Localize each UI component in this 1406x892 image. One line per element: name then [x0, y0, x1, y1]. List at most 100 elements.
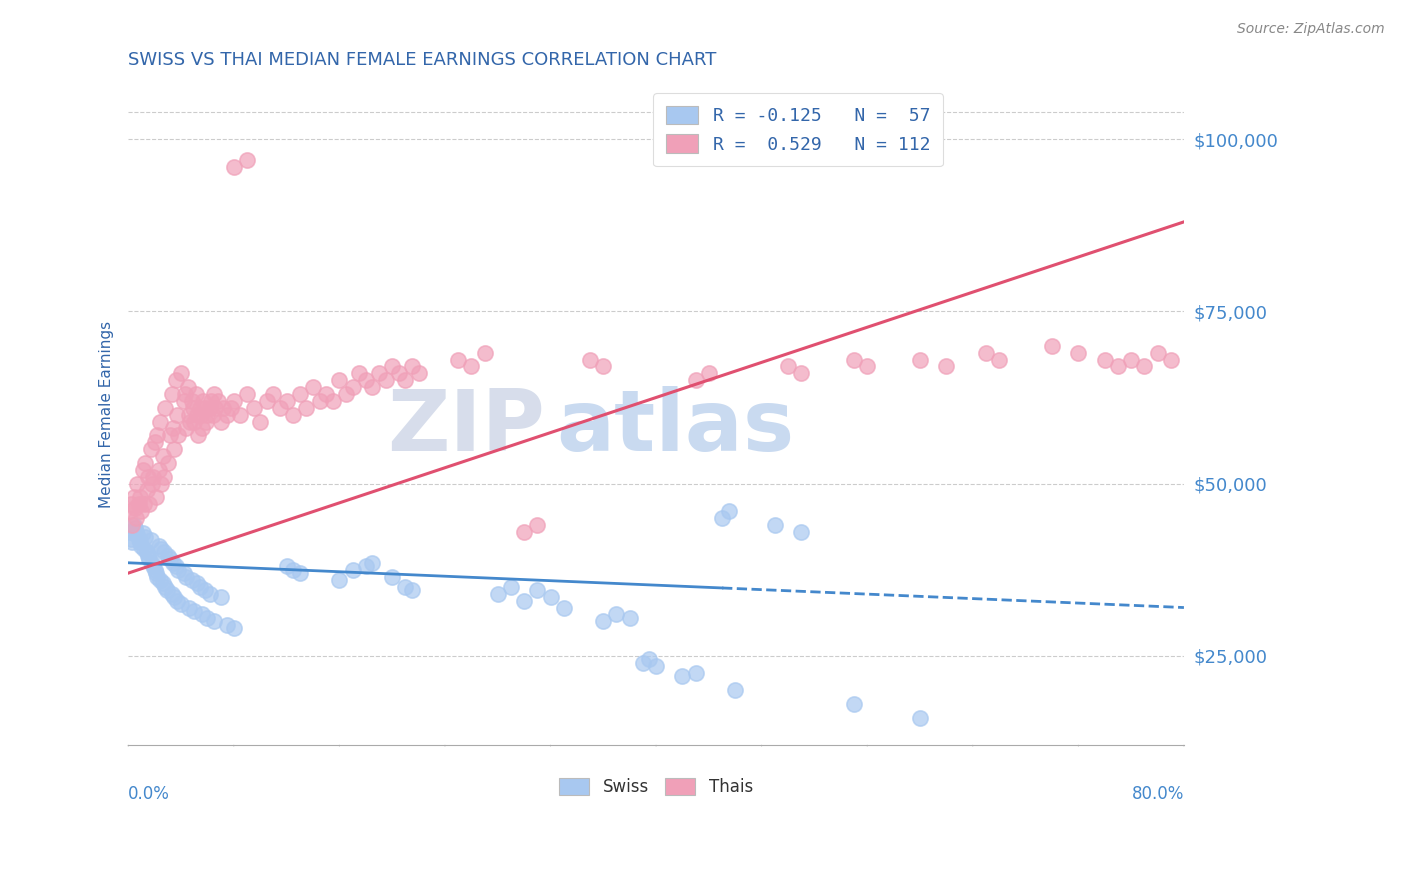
- Point: [186, 408, 208, 422]
- Point: [1040, 339, 1063, 353]
- Point: [209, 591, 232, 605]
- Point: [131, 504, 153, 518]
- Point: [163, 442, 186, 457]
- Point: [685, 373, 707, 387]
- Point: [217, 408, 239, 422]
- Point: [354, 373, 377, 387]
- Point: [1146, 345, 1168, 359]
- Point: [249, 415, 271, 429]
- Point: [152, 576, 174, 591]
- Point: [141, 476, 163, 491]
- Point: [401, 583, 423, 598]
- Point: [262, 387, 284, 401]
- Point: [129, 535, 152, 549]
- Point: [1067, 345, 1090, 359]
- Point: [219, 401, 242, 415]
- Point: [288, 566, 311, 581]
- Point: [153, 469, 176, 483]
- Point: [165, 373, 187, 387]
- Point: [283, 408, 305, 422]
- Point: [288, 387, 311, 401]
- Point: [202, 387, 225, 401]
- Point: [193, 393, 215, 408]
- Point: [579, 352, 602, 367]
- Point: [153, 580, 176, 594]
- Point: [308, 393, 330, 408]
- Point: [122, 491, 145, 505]
- Point: [143, 563, 166, 577]
- Point: [124, 500, 146, 515]
- Point: [198, 401, 221, 415]
- Point: [188, 401, 211, 415]
- Point: [842, 697, 865, 711]
- Point: [132, 463, 155, 477]
- Point: [132, 497, 155, 511]
- Point: [217, 617, 239, 632]
- Point: [188, 580, 211, 594]
- Point: [256, 393, 278, 408]
- Text: atlas: atlas: [555, 386, 794, 469]
- Point: [361, 556, 384, 570]
- Point: [153, 545, 176, 559]
- Point: [129, 491, 152, 505]
- Point: [201, 408, 224, 422]
- Point: [156, 456, 179, 470]
- Point: [174, 387, 197, 401]
- Point: [697, 367, 720, 381]
- Point: [645, 659, 668, 673]
- Point: [790, 524, 813, 539]
- Point: [1121, 352, 1143, 367]
- Point: [1133, 359, 1156, 374]
- Point: [118, 524, 141, 539]
- Point: [209, 415, 232, 429]
- Point: [197, 408, 219, 422]
- Point: [142, 559, 165, 574]
- Point: [162, 421, 184, 435]
- Point: [125, 511, 148, 525]
- Point: [167, 428, 190, 442]
- Point: [149, 415, 172, 429]
- Point: [180, 393, 202, 408]
- Point: [150, 476, 173, 491]
- Point: [295, 401, 318, 415]
- Point: [908, 352, 931, 367]
- Point: [153, 401, 176, 415]
- Point: [526, 583, 548, 598]
- Point: [186, 576, 208, 591]
- Point: [474, 345, 496, 359]
- Point: [176, 569, 198, 583]
- Point: [170, 597, 193, 611]
- Point: [160, 387, 183, 401]
- Point: [166, 593, 188, 607]
- Point: [176, 421, 198, 435]
- Point: [149, 573, 172, 587]
- Point: [605, 607, 627, 622]
- Point: [134, 456, 156, 470]
- Point: [138, 552, 160, 566]
- Point: [631, 656, 654, 670]
- Point: [194, 583, 217, 598]
- Point: [790, 367, 813, 381]
- Point: [763, 517, 786, 532]
- Point: [159, 428, 181, 442]
- Point: [394, 580, 416, 594]
- Point: [198, 587, 221, 601]
- Point: [335, 387, 357, 401]
- Text: SWISS VS THAI MEDIAN FEMALE EARNINGS CORRELATION CHART: SWISS VS THAI MEDIAN FEMALE EARNINGS COR…: [128, 51, 717, 69]
- Point: [121, 517, 143, 532]
- Point: [135, 545, 157, 559]
- Point: [222, 393, 245, 408]
- Point: [236, 153, 259, 167]
- Y-axis label: Median Female Earnings: Median Female Earnings: [100, 321, 114, 508]
- Point: [132, 526, 155, 541]
- Point: [187, 428, 209, 442]
- Point: [283, 563, 305, 577]
- Point: [146, 428, 169, 442]
- Point: [145, 566, 167, 581]
- Point: [191, 607, 214, 622]
- Point: [118, 504, 141, 518]
- Point: [136, 469, 159, 483]
- Point: [148, 539, 170, 553]
- Point: [136, 549, 159, 563]
- Point: [156, 549, 179, 563]
